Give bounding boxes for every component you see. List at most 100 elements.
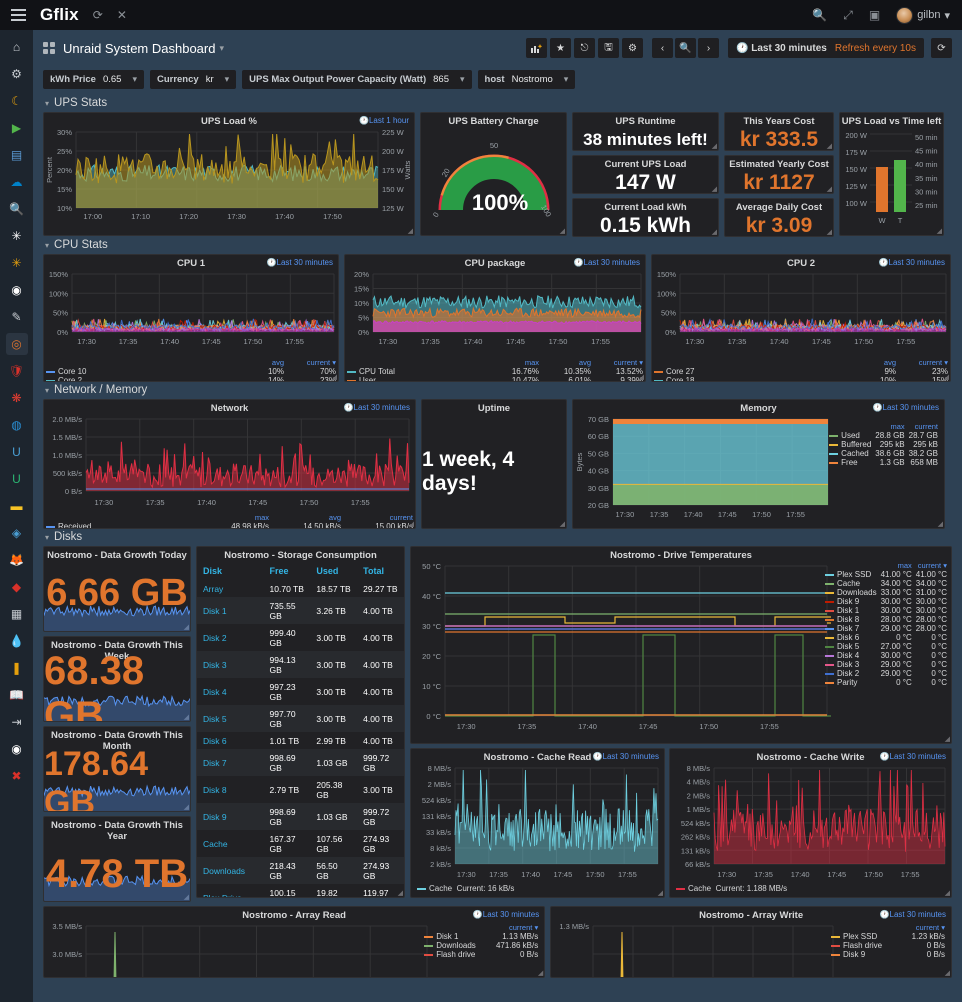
legend-name[interactable]: Disk 4: [823, 651, 879, 660]
sidebar-item-tdarr[interactable]: ◍: [6, 414, 28, 436]
storage-table[interactable]: Disk Free Used Total Array 10.70 TB 18.57 TB 29…: [197, 562, 404, 897]
legend-row[interactable]: Core 10 10% 70%: [44, 367, 338, 376]
legend-name[interactable]: Flash drive: [422, 950, 484, 959]
panel-ups_runtime[interactable]: UPS Runtime ◢ 38 minutes left!: [572, 112, 719, 151]
panel-current_ups_load[interactable]: Current UPS Load ◢ 147 W: [572, 155, 719, 194]
sidebar-item-unifi[interactable]: U: [6, 441, 28, 463]
table-row[interactable]: Disk 1 735.55 GB 3.26 TB 4.00 TB: [197, 597, 404, 624]
panel-resize-handle[interactable]: ◢: [183, 804, 189, 811]
panel-cache_write[interactable]: Nostromo - Cache Write 🕐Last 30 minutes ◢ …: [669, 748, 952, 898]
table-row[interactable]: Cache 167.37 GB 107.56 GB 274.93 GB: [197, 830, 404, 857]
legend-row[interactable]: Core 18 10% 15%: [652, 376, 950, 381]
panel-resize-handle[interactable]: ◢: [183, 894, 189, 901]
legend-row[interactable]: Parity 0 °C 0 °C: [823, 678, 949, 687]
panel-resize-handle[interactable]: ◢: [638, 374, 644, 381]
panel-resize-handle[interactable]: ◢: [937, 521, 943, 528]
legend-row[interactable]: Downloads 471.86 kB/s: [422, 941, 540, 950]
legend-row[interactable]: Disk 3 29.00 °C 0 °C: [823, 660, 949, 669]
panel-resize-handle[interactable]: ◢: [559, 228, 565, 235]
sidebar-item-search-service[interactable]: 🔍: [6, 198, 28, 220]
sidebar-item-water[interactable]: 💧: [6, 630, 28, 652]
table-row[interactable]: Array 10.70 TB 18.57 TB 29.27 TB: [197, 580, 404, 597]
table-row[interactable]: Disk 7 998.69 GB 1.03 GB 999.72 GB: [197, 749, 404, 776]
panel-resize-handle[interactable]: ◢: [944, 970, 950, 977]
column-header[interactable]: Total: [357, 562, 404, 580]
sidebar-item-bazarr[interactable]: ✎: [6, 306, 28, 328]
panel-resize-handle[interactable]: ◢: [183, 714, 189, 721]
panel-resize-handle[interactable]: ◢: [944, 890, 950, 897]
panel-resize-handle[interactable]: ◢: [657, 890, 663, 897]
row-header-netmem[interactable]: ▾ Network / Memory: [33, 382, 962, 399]
panel-resize-handle[interactable]: ◢: [943, 374, 949, 381]
legend-name[interactable]: Used: [827, 431, 873, 440]
table-row[interactable]: Disk 3 994.13 GB 3.00 TB 4.00 TB: [197, 651, 404, 678]
panel-drive_temperatures[interactable]: Nostromo - Drive Temperatures ◢ 0 °C 10 °C…: [410, 546, 952, 744]
legend-row[interactable]: Downloads 33.00 °C 31.00 °C: [823, 588, 949, 597]
legend-row[interactable]: Disk 2 29.00 °C 0 °C: [823, 669, 949, 678]
panel-resize-handle[interactable]: ◢: [826, 143, 832, 150]
panel-resize-handle[interactable]: ◢: [711, 143, 717, 150]
legend-row[interactable]: Buffered 295 kB 295 kB: [827, 440, 940, 449]
user-menu[interactable]: gilbn ▾: [896, 6, 950, 24]
panel-resize-handle[interactable]: ◢: [711, 186, 717, 193]
legend-row[interactable]: User 10.47% 6.01% 9.39%: [345, 376, 645, 381]
panel-current_load_kwh[interactable]: Current Load kWh ◢ 0.15 kWh: [572, 198, 719, 237]
legend-row[interactable]: Disk 1 1.13 MB/s: [422, 932, 540, 941]
star-icon[interactable]: ★: [550, 38, 572, 58]
table-row[interactable]: Disk 5 997.70 GB 3.00 TB 4.00 TB: [197, 705, 404, 732]
legend-name[interactable]: Plex SSD: [823, 570, 879, 579]
sidebar-item-redhat[interactable]: ✖: [6, 765, 28, 787]
close-icon[interactable]: ✕: [116, 8, 127, 22]
legend-name[interactable]: Cache: [823, 579, 879, 588]
legend-name[interactable]: Disk 1: [422, 932, 484, 941]
sidebar-item-sub[interactable]: ❚: [6, 657, 28, 679]
row-header-disks[interactable]: ▾ Disks: [33, 529, 962, 546]
legend-name[interactable]: Buffered: [827, 440, 873, 449]
panel-growth_year[interactable]: Nostromo - Data Growth This Year ◢ 4.78 T…: [43, 816, 191, 902]
gear-icon[interactable]: ⚙: [622, 38, 644, 58]
legend-name[interactable]: Core 18: [652, 376, 846, 381]
panel-resize-handle[interactable]: ◢: [183, 624, 189, 631]
table-row[interactable]: Disk 6 1.01 TB 2.99 TB 4.00 TB: [197, 732, 404, 749]
page-title[interactable]: Unraid System Dashboard: [63, 40, 216, 56]
sidebar-item-sabnzbd[interactable]: ▬: [6, 495, 28, 517]
legend-name[interactable]: CPU Total: [345, 367, 489, 376]
legend-name[interactable]: Parity: [823, 678, 879, 687]
legend-row[interactable]: Disk 9 0 B/s: [829, 950, 947, 959]
legend-name[interactable]: Disk 1: [823, 606, 879, 615]
cast-icon[interactable]: ▣: [868, 8, 881, 22]
panel-network[interactable]: Network 🕐Last 30 minutes ◢ 0 B/s 500 kB/s 1.…: [43, 399, 416, 529]
variable-host[interactable]: host Nostromo ▾: [477, 70, 576, 89]
column-header[interactable]: Free: [263, 562, 311, 580]
panel-resize-handle[interactable]: ◢: [331, 374, 337, 381]
panel-array_read[interactable]: Nostromo - Array Read🕐Last 30 minutes◢ 2…: [43, 906, 546, 978]
legend-name[interactable]: Plex SSD: [829, 932, 891, 941]
sidebar-item-tautulli[interactable]: ▤: [6, 144, 28, 166]
panel-uptime[interactable]: Uptime ◢ 1 week, 4 days!: [421, 399, 567, 529]
table-row[interactable]: Disk 8 2.79 TB 205.38 GB 3.00 TB: [197, 776, 404, 803]
panel-growth_month[interactable]: Nostromo - Data Growth This Month ◢ 178.6…: [43, 726, 191, 812]
row-header-ups[interactable]: ▾ UPS Stats: [33, 95, 962, 112]
sidebar-item-sonarr[interactable]: ✳: [6, 252, 28, 274]
legend-name[interactable]: Core 27: [652, 367, 846, 376]
panel-array_write[interactable]: Nostromo - Array Write 🕐Last 30 minutes ◢ …: [550, 906, 952, 978]
legend-name[interactable]: Free: [827, 458, 873, 467]
legend-row[interactable]: Free 1.3 GB 658 MB: [827, 458, 940, 467]
legend-row[interactable]: Plex SSD 1.23 kB/s: [829, 932, 947, 941]
legend-row[interactable]: Cache Current: 16 kB/s: [417, 884, 514, 893]
save-icon[interactable]: 🖫: [598, 38, 620, 58]
panel-memory[interactable]: Memory 🕐Last 30 minutes ◢ 20 GB 30 GB 40 GB 5…: [572, 399, 945, 529]
legend-row[interactable]: Disk 5 27.00 °C 0 °C: [823, 642, 949, 651]
legend-row[interactable]: Flash drive 0 B/s: [422, 950, 540, 959]
legend-row[interactable]: Disk 8 28.00 °C 28.00 °C: [823, 615, 949, 624]
legend-name[interactable]: Disk 9: [829, 950, 891, 959]
variable-ups-max-output-power-capacity-watt[interactable]: UPS Max Output Power Capacity (Watt) 865 ▾: [242, 70, 472, 89]
panel-resize-handle[interactable]: ◢: [559, 521, 565, 528]
panel-resize-handle[interactable]: ◢: [711, 229, 717, 236]
panel-ups_load_vs_time_left[interactable]: UPS Load vs Time left ◢ W T 100 W 125 W 150…: [839, 112, 944, 236]
legend-row[interactable]: Cache 34.00 °C 34.00 °C: [823, 579, 949, 588]
refresh-icon[interactable]: ⟳: [931, 38, 952, 58]
panel-cpu_package[interactable]: CPU package 🕐Last 30 minutes ◢ 0% 5% 10% 15% 2…: [344, 254, 646, 382]
sidebar-item-plex[interactable]: ☾: [6, 90, 28, 112]
panel-cpu2[interactable]: CPU 2 🕐Last 30 minutes ◢ 0% 50% 100% 150% 17:…: [651, 254, 951, 382]
